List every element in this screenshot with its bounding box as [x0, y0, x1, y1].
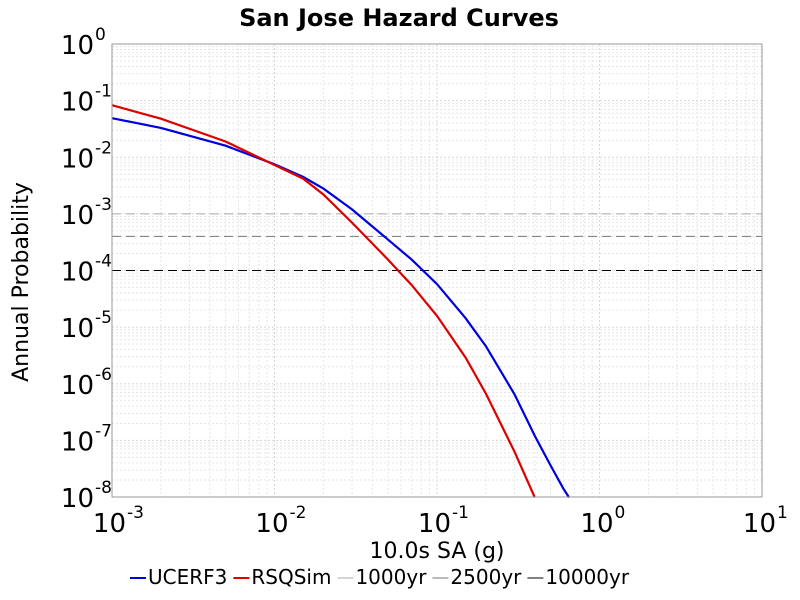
y-tick-base: 10 — [61, 371, 94, 401]
y-tick-base: 10 — [61, 427, 94, 457]
chart-title: San Jose Hazard Curves — [239, 4, 559, 32]
x-tick-base: 10 — [418, 509, 451, 539]
y-tick-label: 10 -5 — [61, 308, 112, 344]
x-tick-exponent: -2 — [290, 503, 307, 523]
y-axis-label: Annual Probability — [9, 182, 34, 382]
legend-item-2500yr: 2500yr — [432, 565, 522, 589]
y-tick-exponent: -6 — [95, 365, 112, 385]
y-tick-base: 10 — [61, 258, 94, 288]
y-tick-label: 10 -4 — [61, 252, 112, 288]
x-tick-label: 10 -2 — [255, 503, 306, 539]
series-line-rsqsim — [111, 104, 536, 498]
y-tick-base: 10 — [61, 88, 94, 118]
legend-label: 10000yr — [545, 565, 629, 589]
legend-label: RSQSim — [251, 565, 331, 589]
y-tick-label: 10 -6 — [61, 365, 112, 401]
x-tick-base: 10 — [93, 509, 126, 539]
y-tick-label: 10 -8 — [61, 478, 112, 514]
x-tick-label: 10 -3 — [93, 503, 144, 539]
y-tick-label: 10 -1 — [61, 82, 112, 118]
x-tick-label: 10 0 — [580, 503, 625, 539]
x-tick-exponent: -3 — [127, 503, 144, 523]
y-tick-label: 10 -7 — [61, 421, 112, 457]
x-axis-ticks: 10 -3 10 -2 10 -1 10 0 10 1 — [93, 503, 788, 539]
y-tick-base: 10 — [61, 314, 94, 344]
y-tick-label: 10 -2 — [61, 138, 112, 174]
legend-label: 2500yr — [450, 565, 522, 589]
y-tick-label: 10 -3 — [61, 195, 112, 231]
x-tick-base: 10 — [743, 509, 776, 539]
y-tick-exponent: -3 — [95, 195, 112, 215]
y-tick-exponent: -7 — [95, 421, 112, 441]
y-tick-exponent: -1 — [95, 82, 112, 102]
y-tick-exponent: -5 — [95, 308, 112, 328]
legend-label: 1000yr — [355, 565, 427, 589]
reference-lines — [112, 213, 762, 271]
legend: UCERF3 RSQSim 1000yr 2500yr 10000yr — [130, 565, 630, 589]
y-tick-base: 10 — [61, 201, 94, 231]
x-tick-label: 10 -1 — [418, 503, 469, 539]
legend-item-rsqsim: RSQSim — [233, 565, 331, 589]
y-tick-base: 10 — [61, 144, 94, 174]
y-tick-exponent: 0 — [95, 25, 106, 45]
legend-label: UCERF3 — [148, 565, 227, 589]
y-tick-exponent: -8 — [95, 478, 112, 498]
legend-item-10000yr: 10000yr — [527, 565, 630, 589]
x-axis-label: 10.0s SA (g) — [370, 539, 505, 564]
x-tick-label: 10 1 — [743, 503, 788, 539]
x-tick-exponent: 1 — [777, 503, 788, 523]
y-tick-label: 10 0 — [61, 25, 106, 61]
legend-item-ucerf3: UCERF3 — [130, 565, 227, 589]
x-tick-exponent: -1 — [452, 503, 469, 523]
x-tick-base: 10 — [255, 509, 288, 539]
y-tick-base: 10 — [61, 31, 94, 61]
y-tick-base: 10 — [61, 484, 94, 514]
x-tick-exponent: 0 — [615, 503, 626, 523]
y-tick-exponent: -2 — [95, 138, 112, 158]
plot-area-frame — [111, 43, 763, 498]
legend-item-1000yr: 1000yr — [337, 565, 427, 589]
x-tick-base: 10 — [580, 509, 613, 539]
hazard-curves — [111, 104, 571, 499]
y-tick-exponent: -4 — [95, 252, 112, 272]
